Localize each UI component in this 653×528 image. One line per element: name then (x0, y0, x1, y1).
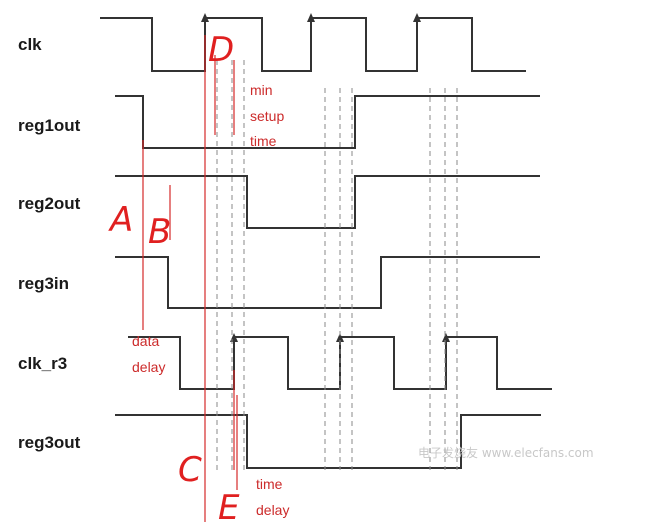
annotation-data-delay: delay (132, 359, 166, 375)
clk-waveform (100, 17, 526, 72)
annotation-data: data (132, 333, 160, 349)
watermark: 电子发烧友 www.elecfans.com (418, 446, 594, 460)
marker-c: C (178, 450, 202, 490)
marker-e: E (218, 488, 240, 528)
signal-label-clk: clk (18, 35, 42, 54)
signal-label-reg3in: reg3in (18, 274, 70, 293)
clk-edge-arrow (307, 13, 315, 22)
annotation-time: time (256, 476, 283, 492)
annotation-time-delay: delay (256, 502, 290, 518)
annotation-setup: setup (250, 108, 285, 124)
marker-d: D (208, 30, 235, 70)
reg2out-waveform (115, 175, 540, 229)
marker-b: B (148, 212, 172, 252)
signal-label-clk_r3: clk_r3 (18, 354, 68, 373)
reg3out-waveform (115, 414, 541, 469)
clk-edge-arrow (413, 13, 421, 22)
signal-label-reg3out: reg3out (18, 433, 81, 452)
reg3in-waveform (115, 256, 540, 309)
marker-a: A (110, 200, 134, 240)
clk-edge-arrow (201, 13, 209, 22)
annotation-min: min (250, 82, 273, 98)
signal-label-reg2out: reg2out (18, 194, 81, 213)
reg1out-waveform (115, 95, 540, 149)
clk_r3-edge-arrow (442, 333, 450, 342)
clk_r3-edge-arrow (336, 333, 344, 342)
signal-label-reg1out: reg1out (18, 116, 81, 135)
annotation-setup-time: time (250, 133, 277, 149)
